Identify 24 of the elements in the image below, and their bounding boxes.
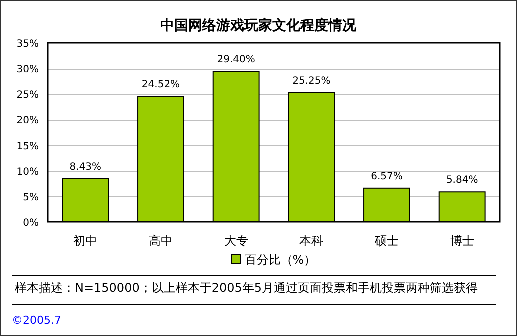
xtick-label: 大专 (224, 234, 248, 248)
data-label: 25.25% (292, 76, 331, 87)
xtick-label: 初中 (74, 234, 98, 248)
data-label: 6.57% (371, 171, 403, 182)
data-label: 5.84% (446, 175, 478, 186)
ytick-label: 25% (16, 90, 39, 102)
ytick-label: 0% (23, 218, 39, 229)
annotation: ©2005.7 (12, 314, 62, 327)
xtick-label: 博士 (450, 234, 474, 248)
ytick-label: 10% (16, 166, 39, 178)
ytick-label: 15% (16, 141, 39, 152)
ytick-label: 30% (16, 64, 39, 76)
annotation: 样本描述：N=150000；以上样本于2005年5月通过页面投票和手机投票两种筛选获得 (15, 281, 478, 295)
xtick-label: 本科 (300, 234, 324, 248)
xtick-label: 高中 (149, 234, 173, 248)
data-label: 8.43% (70, 162, 102, 173)
xtick-label: 硕士 (375, 234, 399, 248)
title: 中国网络游戏玩家文化程度情况 (160, 18, 356, 34)
ytick-label: 35% (16, 39, 39, 50)
data-label: 24.52% (142, 80, 180, 91)
legend-label: 百分比（%） (244, 253, 316, 267)
ytick-label: 20% (16, 116, 39, 127)
ytick-label: 5% (23, 192, 39, 204)
data-label: 29.40% (217, 54, 256, 66)
